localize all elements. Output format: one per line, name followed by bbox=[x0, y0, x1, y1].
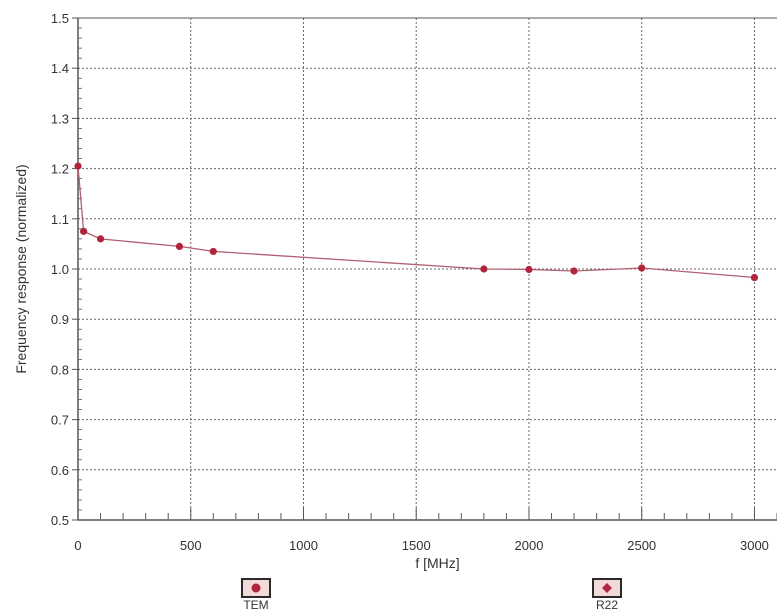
y-tick-label: 1.5 bbox=[51, 11, 69, 26]
data-point bbox=[570, 267, 578, 275]
x-tick-label: 2500 bbox=[627, 538, 656, 553]
circle-marker-icon bbox=[241, 578, 271, 598]
data-point bbox=[175, 242, 184, 251]
data-point bbox=[74, 162, 82, 170]
x-tick-label: 0 bbox=[74, 538, 81, 553]
axis-layer: 0.5 0.6 0.7 0.8 0.9 1.0 1.1 1.2 1.3 1.4 1.5 0 500 100… bbox=[51, 11, 777, 553]
x-axis-title: f [MHz] bbox=[415, 555, 459, 571]
y-tick-label: 0.6 bbox=[51, 463, 69, 478]
data-point bbox=[209, 247, 217, 256]
data-point bbox=[80, 227, 88, 235]
x-tick-label: 1000 bbox=[289, 538, 318, 553]
legend-item-tem[interactable]: TEM bbox=[226, 578, 286, 612]
y-tick-label: 0.5 bbox=[51, 513, 69, 528]
series-line bbox=[77, 166, 755, 279]
data-point bbox=[750, 273, 759, 282]
y-tick-label: 1.2 bbox=[51, 162, 69, 177]
data-point bbox=[96, 235, 105, 243]
data-point bbox=[480, 265, 488, 273]
data-point bbox=[638, 264, 646, 272]
grid-layer bbox=[78, 18, 777, 520]
y-tick-label: 0.7 bbox=[51, 413, 69, 428]
diamond-marker-icon bbox=[592, 578, 622, 598]
y-tick-label: 1.1 bbox=[51, 212, 69, 227]
x-tick-label: 500 bbox=[180, 538, 202, 553]
y-tick-label: 1.0 bbox=[51, 262, 69, 277]
data-point bbox=[525, 265, 533, 274]
x-tick-label: 3000 bbox=[740, 538, 769, 553]
y-axis-title: Frequency response (normalized) bbox=[13, 164, 29, 373]
y-tick-label: 1.3 bbox=[51, 111, 69, 126]
x-tick-label: 1500 bbox=[402, 538, 431, 553]
series-layer bbox=[74, 162, 759, 282]
legend-item-r22[interactable]: R22 bbox=[577, 578, 637, 612]
y-tick-label: 0.9 bbox=[51, 312, 69, 327]
y-tick-label: 0.8 bbox=[51, 362, 69, 377]
y-tick-label: 1.4 bbox=[51, 61, 69, 76]
x-tick-label: 2000 bbox=[515, 538, 544, 553]
legend-label-tem: TEM bbox=[243, 598, 269, 612]
legend-label-r22: R22 bbox=[595, 598, 618, 612]
